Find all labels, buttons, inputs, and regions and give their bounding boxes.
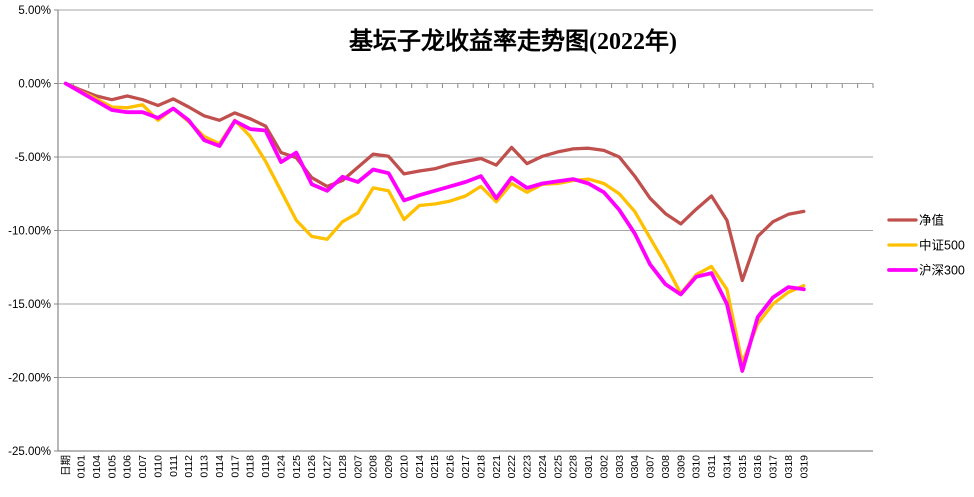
y-axis-label: -25.00% (8, 446, 51, 458)
x-axis-label: 0218 (475, 455, 487, 479)
x-axis-label: 0316 (752, 455, 764, 479)
x-axis-label: 0224 (537, 455, 549, 479)
x-axis-label: 0309 (675, 455, 687, 479)
x-axis-label: 0110 (153, 455, 165, 478)
x-axis-label: 0304 (629, 455, 641, 479)
legend: 净值 中证500 沪深300 (887, 213, 965, 278)
x-axis-label: 0124 (276, 455, 288, 479)
x-axis-label: 0214 (414, 455, 426, 479)
y-axis-label: -10.00% (8, 226, 51, 238)
x-axis-label: 0302 (598, 455, 610, 479)
x-axis-label: 日期 (60, 455, 72, 476)
x-axis-label: 0107 (137, 455, 149, 479)
x-axis-label: 0215 (429, 455, 441, 479)
x-axis-label: 0105 (106, 455, 118, 479)
x-axis-label: 0308 (660, 455, 672, 479)
series-line-net-value (64, 81, 806, 283)
x-axis-label: 0307 (645, 455, 657, 479)
x-axis-label: 0210 (399, 455, 411, 479)
legend-item-net-value: 净值 (887, 213, 944, 228)
x-axis-labels: 日期 0101 0104 0105 0106 0107 0110 0111 0112 0113 01… (60, 455, 810, 479)
x-axis-label: 0208 (368, 455, 380, 479)
series-line-csi500 (64, 81, 806, 365)
y-axis-label: 5.00% (18, 5, 51, 17)
axis-lines (57, 10, 873, 452)
chart-title: 基坛子龙收益率走势图(2022年) (349, 27, 677, 55)
x-axis-label: 0118 (245, 455, 257, 478)
x-axis-label: 0216 (445, 455, 457, 479)
axis-ticks (54, 9, 874, 452)
x-axis-label: 0117 (229, 455, 241, 478)
x-axis-label: 0314 (721, 455, 733, 479)
x-axis-label: 0217 (460, 455, 472, 479)
x-axis-label: 0207 (352, 455, 364, 479)
x-axis-label: 0319 (798, 455, 810, 479)
legend-label-hs300: 沪深300 (919, 264, 965, 278)
x-axis-label: 0127 (322, 455, 334, 479)
x-axis-label: 0106 (122, 455, 134, 479)
x-axis-label: 0317 (768, 455, 780, 479)
x-axis-label: 0318 (783, 455, 795, 479)
x-axis-label: 0114 (214, 455, 226, 478)
y-axis-label: -20.00% (8, 373, 51, 385)
legend-item-hs300: 沪深300 (887, 264, 965, 278)
legend-label-csi500: 中证500 (919, 238, 965, 253)
gridlines (58, 9, 873, 452)
x-axis-label: 0303 (614, 455, 626, 479)
x-axis-label: 0101 (76, 455, 88, 479)
x-axis-label: 0112 (183, 455, 195, 478)
x-axis-label: 0111 (168, 455, 180, 477)
x-axis-label: 0221 (491, 455, 503, 479)
x-axis-label: 0113 (199, 455, 211, 478)
x-axis-label: 0311 (706, 455, 718, 478)
x-axis-label: 0222 (506, 455, 518, 479)
y-axis-labels: 5.00% 0.00% -5.00% -10.00% -15.00% -20.00% -25… (8, 5, 51, 458)
legend-label-net-value: 净值 (919, 213, 944, 228)
x-axis-label: 0225 (552, 455, 564, 479)
x-axis-label: 0315 (737, 455, 749, 479)
y-axis-label: -15.00% (8, 299, 51, 311)
x-axis-label: 0104 (91, 455, 103, 479)
x-axis-label: 0125 (291, 455, 303, 479)
legend-item-csi500: 中证500 (887, 238, 965, 253)
x-axis-label: 0301 (583, 455, 595, 479)
y-axis-label: -5.00% (15, 152, 51, 164)
x-axis-label: 0223 (522, 455, 534, 479)
x-axis-label: 0119 (260, 455, 272, 478)
x-axis-label: 0310 (691, 455, 703, 479)
series-lines (63, 81, 806, 373)
y-axis-label: 0.00% (18, 79, 51, 91)
x-axis-label: 0126 (306, 455, 318, 479)
x-axis-label: 0228 (568, 455, 580, 479)
x-axis-label: 0128 (337, 455, 349, 479)
x-axis-label: 0209 (383, 455, 395, 479)
series-line-hs300 (63, 81, 806, 373)
